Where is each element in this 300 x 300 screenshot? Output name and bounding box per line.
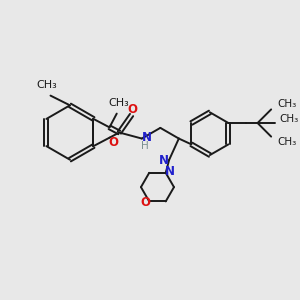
Text: CH₃: CH₃ <box>279 114 298 124</box>
Text: N: N <box>165 165 175 178</box>
Text: N: N <box>142 131 152 144</box>
Text: CH₃: CH₃ <box>36 80 57 90</box>
Text: N: N <box>159 154 169 167</box>
Text: H: H <box>141 141 148 151</box>
Text: CH₃: CH₃ <box>277 99 296 109</box>
Text: O: O <box>108 136 118 149</box>
Text: O: O <box>128 103 137 116</box>
Text: CH₃: CH₃ <box>108 98 129 108</box>
Text: CH₃: CH₃ <box>277 137 296 147</box>
Text: O: O <box>140 196 150 209</box>
